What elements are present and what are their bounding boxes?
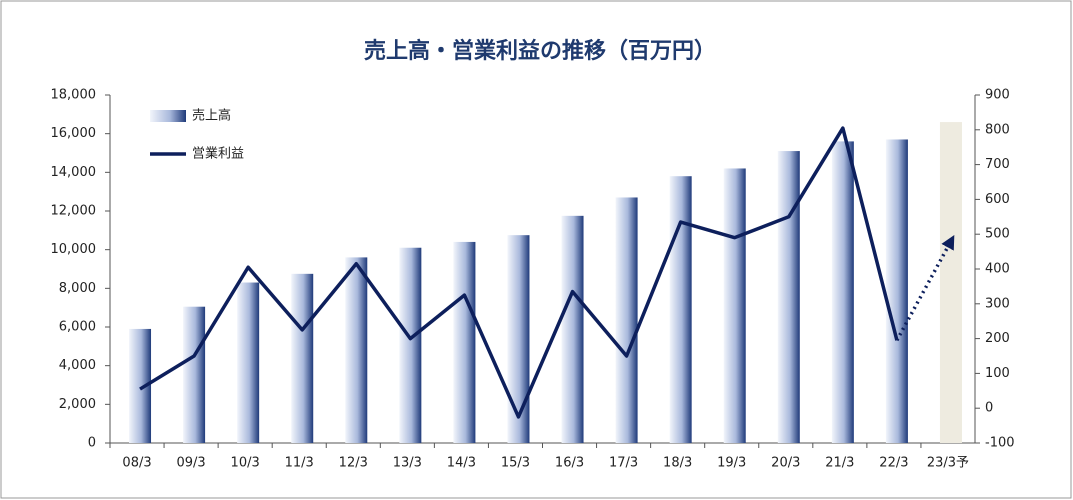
y2-tick-label: 100 (985, 366, 1010, 381)
bar (507, 235, 530, 443)
y-tick-label: 8,000 (59, 281, 96, 296)
y-tick-label: 16,000 (51, 126, 97, 141)
y-tick-label: 6,000 (59, 320, 96, 335)
y2-tick-label: -100 (985, 436, 1015, 451)
y-tick-label: 2,000 (59, 397, 96, 412)
chart-title: 売上高・営業利益の推移（百万円） (364, 38, 716, 64)
y2-tick-label: 600 (985, 192, 1010, 207)
x-tick-label: 08/3 (122, 456, 151, 471)
bar (831, 141, 854, 443)
y-tick-label: 18,000 (51, 88, 97, 103)
y-tick-label: 0 (88, 436, 96, 451)
x-tick-label: 09/3 (176, 456, 205, 471)
y-tick-label: 4,000 (59, 358, 96, 373)
x-tick-label: 22/3 (879, 456, 908, 471)
x-tick-label: 12/3 (339, 456, 368, 471)
y2-tick-label: 300 (985, 296, 1010, 311)
x-tick-label: 18/3 (663, 456, 692, 471)
bar (885, 139, 908, 443)
legend-label: 営業利益 (192, 146, 244, 162)
x-tick-label: 15/3 (501, 456, 530, 471)
x-tick-label: 23/3予 (927, 456, 969, 471)
x-tick-label: 10/3 (231, 456, 260, 471)
y2-tick-label: 800 (985, 122, 1010, 137)
y-tick-label: 12,000 (51, 204, 97, 219)
legend-swatch (150, 110, 186, 122)
x-tick-label: 11/3 (285, 456, 314, 471)
bar (615, 197, 638, 443)
bar (129, 328, 152, 443)
x-tick-label: 20/3 (771, 456, 800, 471)
line (139, 126, 899, 419)
bar (237, 282, 260, 443)
x-tick-label: 19/3 (717, 456, 746, 471)
bar (723, 168, 746, 443)
forecast-line (895, 235, 955, 342)
bar (399, 247, 422, 443)
bar (939, 122, 962, 444)
y-tick-label: 14,000 (51, 165, 97, 180)
legend-label: 売上高 (192, 108, 231, 124)
y2-tick-label: 500 (985, 227, 1010, 242)
bar (453, 241, 476, 443)
bar (183, 306, 206, 443)
bar (345, 257, 368, 443)
bar (669, 176, 692, 443)
y2-tick-label: 700 (985, 157, 1010, 172)
y2-tick-label: 400 (985, 262, 1010, 277)
x-tick-label: 17/3 (609, 456, 638, 471)
x-tick-label: 16/3 (555, 456, 584, 471)
bar (291, 273, 314, 443)
bar (561, 215, 584, 443)
x-tick-label: 21/3 (825, 456, 854, 471)
y-tick-label: 10,000 (51, 242, 97, 257)
y2-tick-label: 0 (985, 401, 993, 416)
x-tick-label: 13/3 (393, 456, 422, 471)
y2-tick-label: 200 (985, 331, 1010, 346)
y2-tick-label: 900 (985, 88, 1010, 103)
bar (777, 151, 800, 444)
x-tick-label: 14/3 (447, 456, 476, 471)
